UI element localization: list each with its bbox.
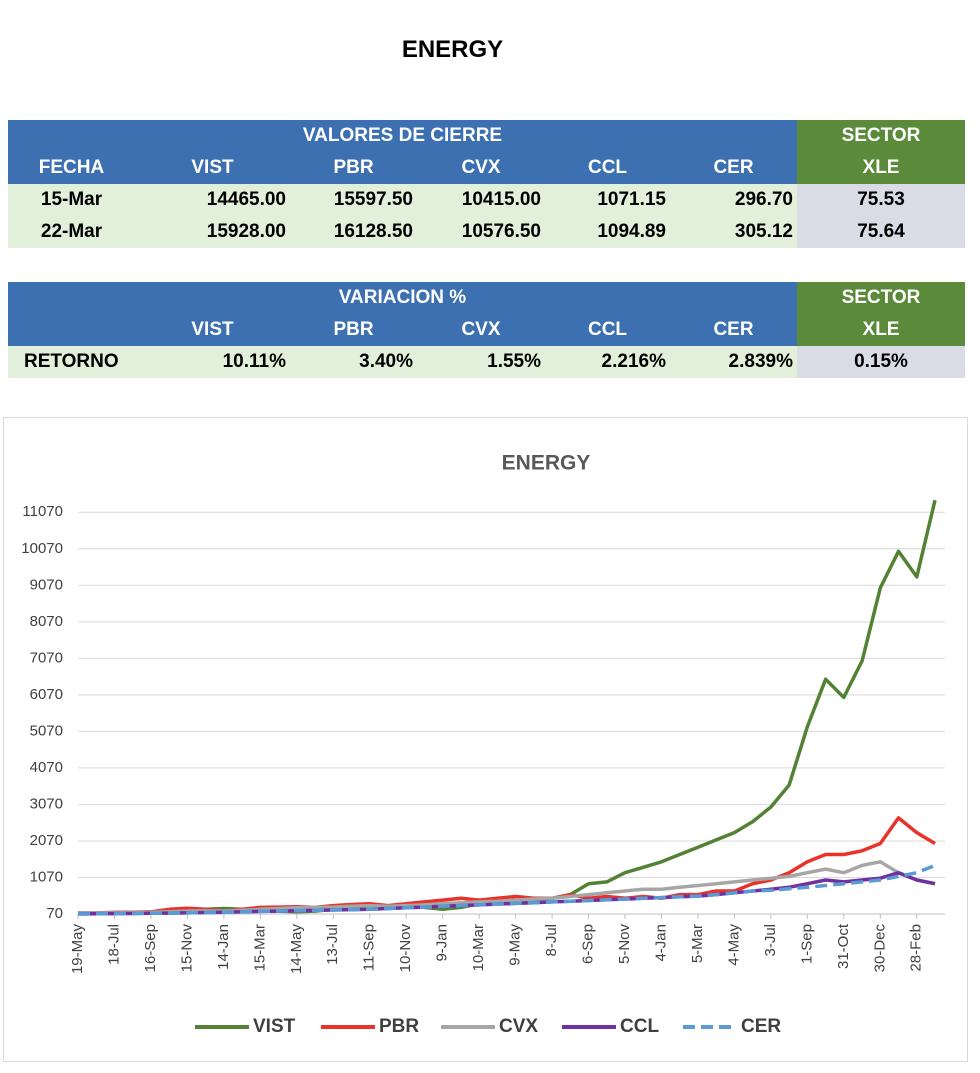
table-cell: 75.64 — [797, 216, 965, 248]
chart: ENERGY 70 1070 2070 3070 4070 5070 6070 7070 807… — [3, 417, 968, 1062]
x-tick-label: 14-May — [288, 924, 305, 975]
y-tick-label: 11070 — [22, 503, 63, 520]
x-tick-label: 11-Sep — [361, 924, 378, 971]
table-cell: 10.11% — [135, 346, 290, 378]
sector-header: SECTOR — [797, 120, 965, 152]
table-cell: 15928.00 — [135, 216, 290, 248]
x-tick-label: 18-Jul — [105, 924, 122, 965]
chart-title: ENERGY — [502, 452, 591, 475]
table-cell: 16128.50 — [290, 216, 417, 248]
x-tick-label: 9-May — [507, 924, 524, 966]
chart-frame — [3, 417, 968, 1062]
x-tick-label: 3-Jul — [762, 924, 779, 957]
table-cell: 3.40% — [290, 346, 417, 378]
legend-label: CVX — [499, 1016, 538, 1037]
x-tick-label: 13-Jul — [324, 924, 341, 965]
y-tick-label: 9070 — [30, 576, 63, 593]
legend-label: PBR — [379, 1016, 419, 1037]
column-header: CCL — [545, 152, 670, 184]
legend-label: CCL — [620, 1016, 659, 1037]
y-tick-label: 2070 — [30, 832, 63, 849]
table-cell: 1094.89 — [545, 216, 670, 248]
series-line — [77, 870, 936, 916]
table-cell: 0.15% — [797, 346, 965, 378]
column-header: XLE — [797, 314, 965, 346]
table-cell: 14465.00 — [135, 184, 290, 216]
x-tick-label: 8-Jul — [543, 924, 560, 957]
y-tick-label: 6070 — [30, 686, 63, 703]
table-cell: 15597.50 — [290, 184, 417, 216]
y-tick-label: 8070 — [30, 613, 63, 630]
x-tick-label: 9-Jan — [434, 924, 451, 962]
x-tick-label: 10-Mar — [470, 924, 487, 972]
table-cell: 1.55% — [417, 346, 545, 378]
x-tick-label: 14-Jan — [215, 924, 232, 970]
table-cell: 305.12 — [670, 216, 797, 248]
column-header: VIST — [135, 314, 290, 346]
table-cell: 10576.50 — [417, 216, 545, 248]
column-header: CCL — [545, 314, 670, 346]
y-tick-label: 3070 — [30, 795, 63, 812]
x-tick-label: 30-Dec — [871, 924, 888, 973]
column-header: CVX — [417, 314, 545, 346]
column-header: CVX — [417, 152, 545, 184]
x-tick-label: 10-Nov — [397, 924, 414, 973]
y-tick-label: 7070 — [30, 649, 63, 666]
group-header: VARIACION % — [8, 282, 797, 314]
table-cell: 75.53 — [797, 184, 965, 216]
page-title: ENERGY — [401, 36, 504, 63]
y-tick-label: 1070 — [30, 868, 63, 885]
column-header: CER — [670, 314, 797, 346]
legend-label: CER — [741, 1016, 781, 1037]
table-cell: 2.839% — [670, 346, 797, 378]
x-tick-label: 15-Nov — [178, 924, 195, 973]
x-tick-label: 1-Sep — [798, 924, 815, 964]
column-header: VIST — [135, 152, 290, 184]
y-tick-label: 5070 — [30, 722, 63, 739]
table-cell: 10415.00 — [417, 184, 545, 216]
y-tick-label: 4070 — [30, 759, 63, 776]
x-tick-label: 16-Sep — [142, 924, 159, 972]
x-tick-label: 4-Jan — [652, 924, 669, 962]
x-tick-label: 15-Mar — [251, 924, 268, 972]
row-label: 22-Mar — [8, 216, 135, 248]
table-cell: 296.70 — [670, 184, 797, 216]
column-header: XLE — [797, 152, 965, 184]
x-tick-label: 19-May — [69, 924, 86, 975]
legend-label: VIST — [253, 1016, 296, 1037]
y-tick-label: 10070 — [21, 540, 63, 557]
y-tick-label: 70 — [46, 905, 63, 922]
table-cell: 1071.15 — [545, 184, 670, 216]
x-tick-label: 6-Sep — [580, 924, 597, 964]
column-header: PBR — [290, 314, 417, 346]
row-label: 15-Mar — [8, 184, 135, 216]
sector-header: SECTOR — [797, 282, 965, 314]
header-blank — [8, 314, 135, 346]
column-header: CER — [670, 152, 797, 184]
x-tick-label: 4-May — [725, 924, 742, 966]
group-header: VALORES DE CIERRE — [8, 120, 797, 152]
column-header: PBR — [290, 152, 417, 184]
x-tick-label: 5-Nov — [616, 924, 633, 965]
row-label: RETORNO — [8, 346, 135, 378]
table-cell: 2.216% — [545, 346, 670, 378]
x-tick-label: 5-Mar — [689, 924, 706, 963]
x-tick-label: 31-Oct — [835, 923, 852, 969]
x-tick-label: 28-Feb — [908, 924, 925, 972]
column-header: FECHA — [8, 152, 135, 184]
